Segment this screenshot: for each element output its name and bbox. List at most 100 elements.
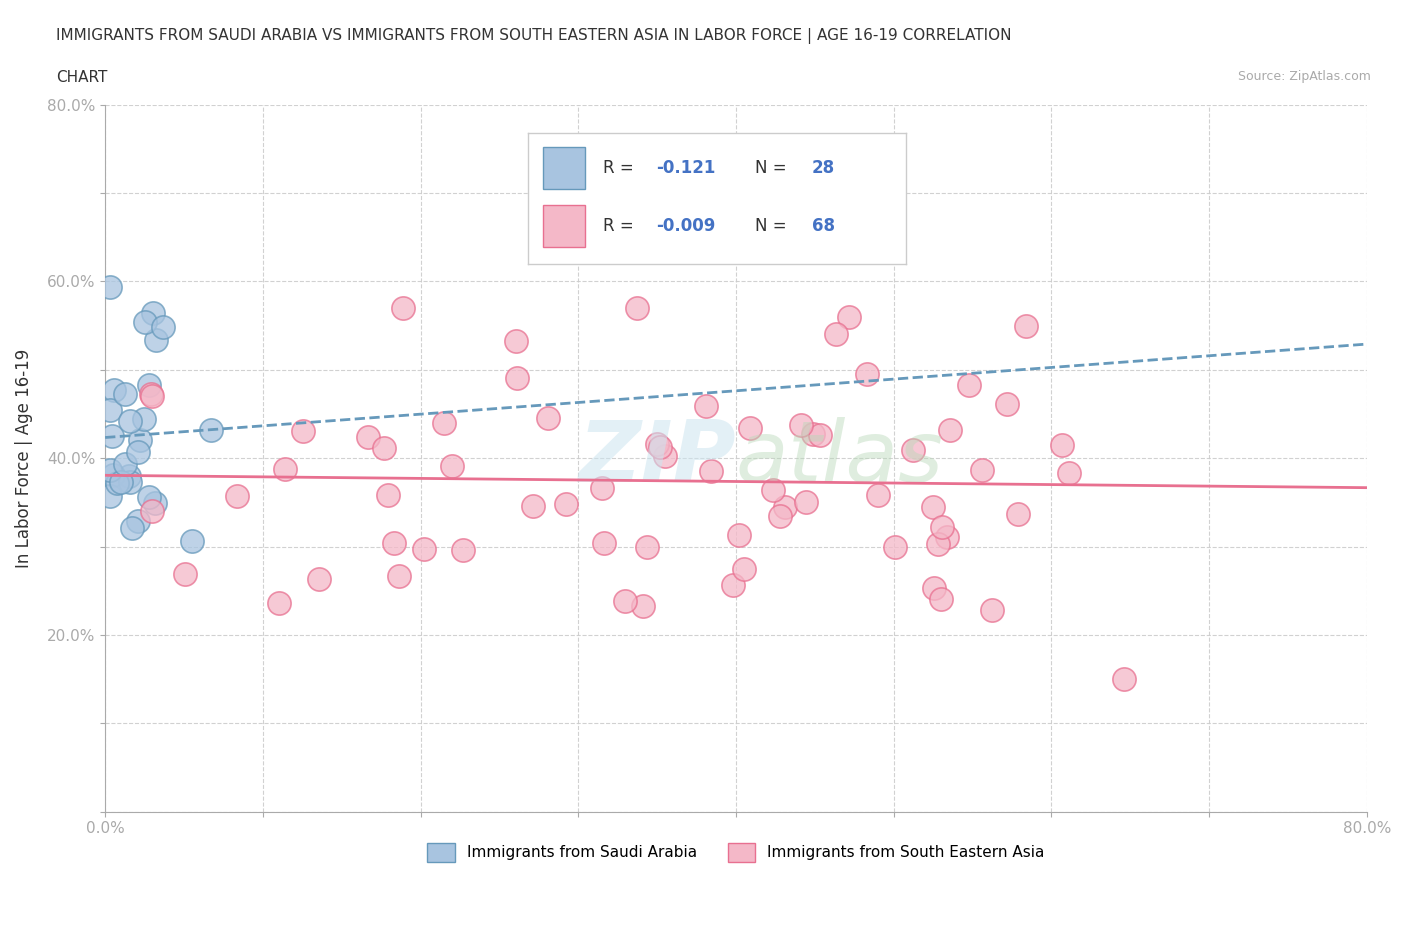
Point xyxy=(794,495,817,510)
Text: IMMIGRANTS FROM SAUDI ARABIA VS IMMIGRANTS FROM SOUTH EASTERN ASIA IN LABOR FORC: IMMIGRANTS FROM SAUDI ARABIA VS IMMIGRAN… xyxy=(56,28,1012,44)
Legend: Immigrants from Saudi Arabia, Immigrants from South Eastern Asia: Immigrants from Saudi Arabia, Immigrants… xyxy=(422,837,1050,868)
Point xyxy=(808,428,831,443)
Point xyxy=(957,378,980,392)
Point xyxy=(762,483,785,498)
Point xyxy=(292,423,315,438)
Point xyxy=(132,412,155,427)
Point xyxy=(592,535,614,550)
Point xyxy=(825,327,848,342)
Point xyxy=(412,541,434,556)
Point xyxy=(441,458,464,473)
Point xyxy=(138,489,160,504)
Point xyxy=(856,366,879,381)
Point xyxy=(927,537,949,551)
Point xyxy=(939,423,962,438)
Point xyxy=(110,475,132,490)
Point xyxy=(145,333,167,348)
Point xyxy=(537,411,560,426)
Point xyxy=(118,474,141,489)
Point xyxy=(981,603,1004,618)
Point xyxy=(695,398,717,413)
Point xyxy=(200,423,222,438)
Point xyxy=(143,496,166,511)
Point xyxy=(1112,671,1135,686)
Text: ZIP: ZIP xyxy=(578,417,735,499)
Point xyxy=(700,463,723,478)
Point xyxy=(838,310,860,325)
Point xyxy=(1050,438,1073,453)
Point xyxy=(141,504,163,519)
Point xyxy=(392,300,415,315)
Text: atlas: atlas xyxy=(735,417,943,499)
Point xyxy=(1015,318,1038,333)
Point xyxy=(901,443,924,458)
Point xyxy=(648,440,671,455)
Point xyxy=(995,397,1018,412)
Point xyxy=(308,571,330,586)
Point xyxy=(432,416,454,431)
Point xyxy=(1007,507,1029,522)
Point xyxy=(631,599,654,614)
Point xyxy=(382,536,405,551)
Point xyxy=(103,382,125,397)
Point xyxy=(152,320,174,335)
Point xyxy=(356,430,378,445)
Point xyxy=(883,539,905,554)
Point xyxy=(773,499,796,514)
Point xyxy=(738,420,761,435)
Point xyxy=(645,436,668,451)
Point xyxy=(505,334,527,349)
Point xyxy=(98,488,121,503)
Point xyxy=(555,497,578,512)
Point xyxy=(654,449,676,464)
Point xyxy=(114,387,136,402)
Point xyxy=(98,279,121,294)
Point xyxy=(733,562,755,577)
Point xyxy=(935,529,957,544)
Point xyxy=(173,566,195,581)
Point xyxy=(100,462,122,477)
Point xyxy=(506,371,529,386)
Point xyxy=(269,595,291,610)
Point xyxy=(118,469,141,484)
Point xyxy=(127,445,149,459)
Point xyxy=(591,480,613,495)
Point xyxy=(120,414,142,429)
Point xyxy=(98,403,121,418)
Point xyxy=(100,429,122,444)
Point xyxy=(373,441,395,456)
Point xyxy=(141,387,163,402)
Text: Source: ZipAtlas.com: Source: ZipAtlas.com xyxy=(1237,70,1371,83)
Point xyxy=(453,543,475,558)
Point xyxy=(614,593,637,608)
Point xyxy=(803,427,825,442)
Point xyxy=(138,378,160,392)
Point xyxy=(728,527,751,542)
Point xyxy=(141,389,163,404)
Point xyxy=(721,578,744,592)
Point xyxy=(636,539,658,554)
Point xyxy=(388,568,411,583)
Point xyxy=(790,418,813,432)
Point xyxy=(922,581,945,596)
Point xyxy=(866,488,889,503)
Point xyxy=(105,476,128,491)
Point xyxy=(127,513,149,528)
Point xyxy=(114,457,136,472)
Point xyxy=(134,314,156,329)
Point xyxy=(1057,465,1080,480)
Point xyxy=(226,489,249,504)
Point xyxy=(769,508,792,523)
Point xyxy=(626,300,648,315)
Point xyxy=(129,432,152,447)
Y-axis label: In Labor Force | Age 16-19: In Labor Force | Age 16-19 xyxy=(15,349,32,568)
Point xyxy=(931,520,953,535)
Point xyxy=(922,500,945,515)
Point xyxy=(377,488,399,503)
Point xyxy=(101,468,124,483)
Point xyxy=(121,520,143,535)
Point xyxy=(970,462,993,477)
Point xyxy=(180,533,202,548)
Point xyxy=(274,462,297,477)
Text: CHART: CHART xyxy=(56,70,108,85)
